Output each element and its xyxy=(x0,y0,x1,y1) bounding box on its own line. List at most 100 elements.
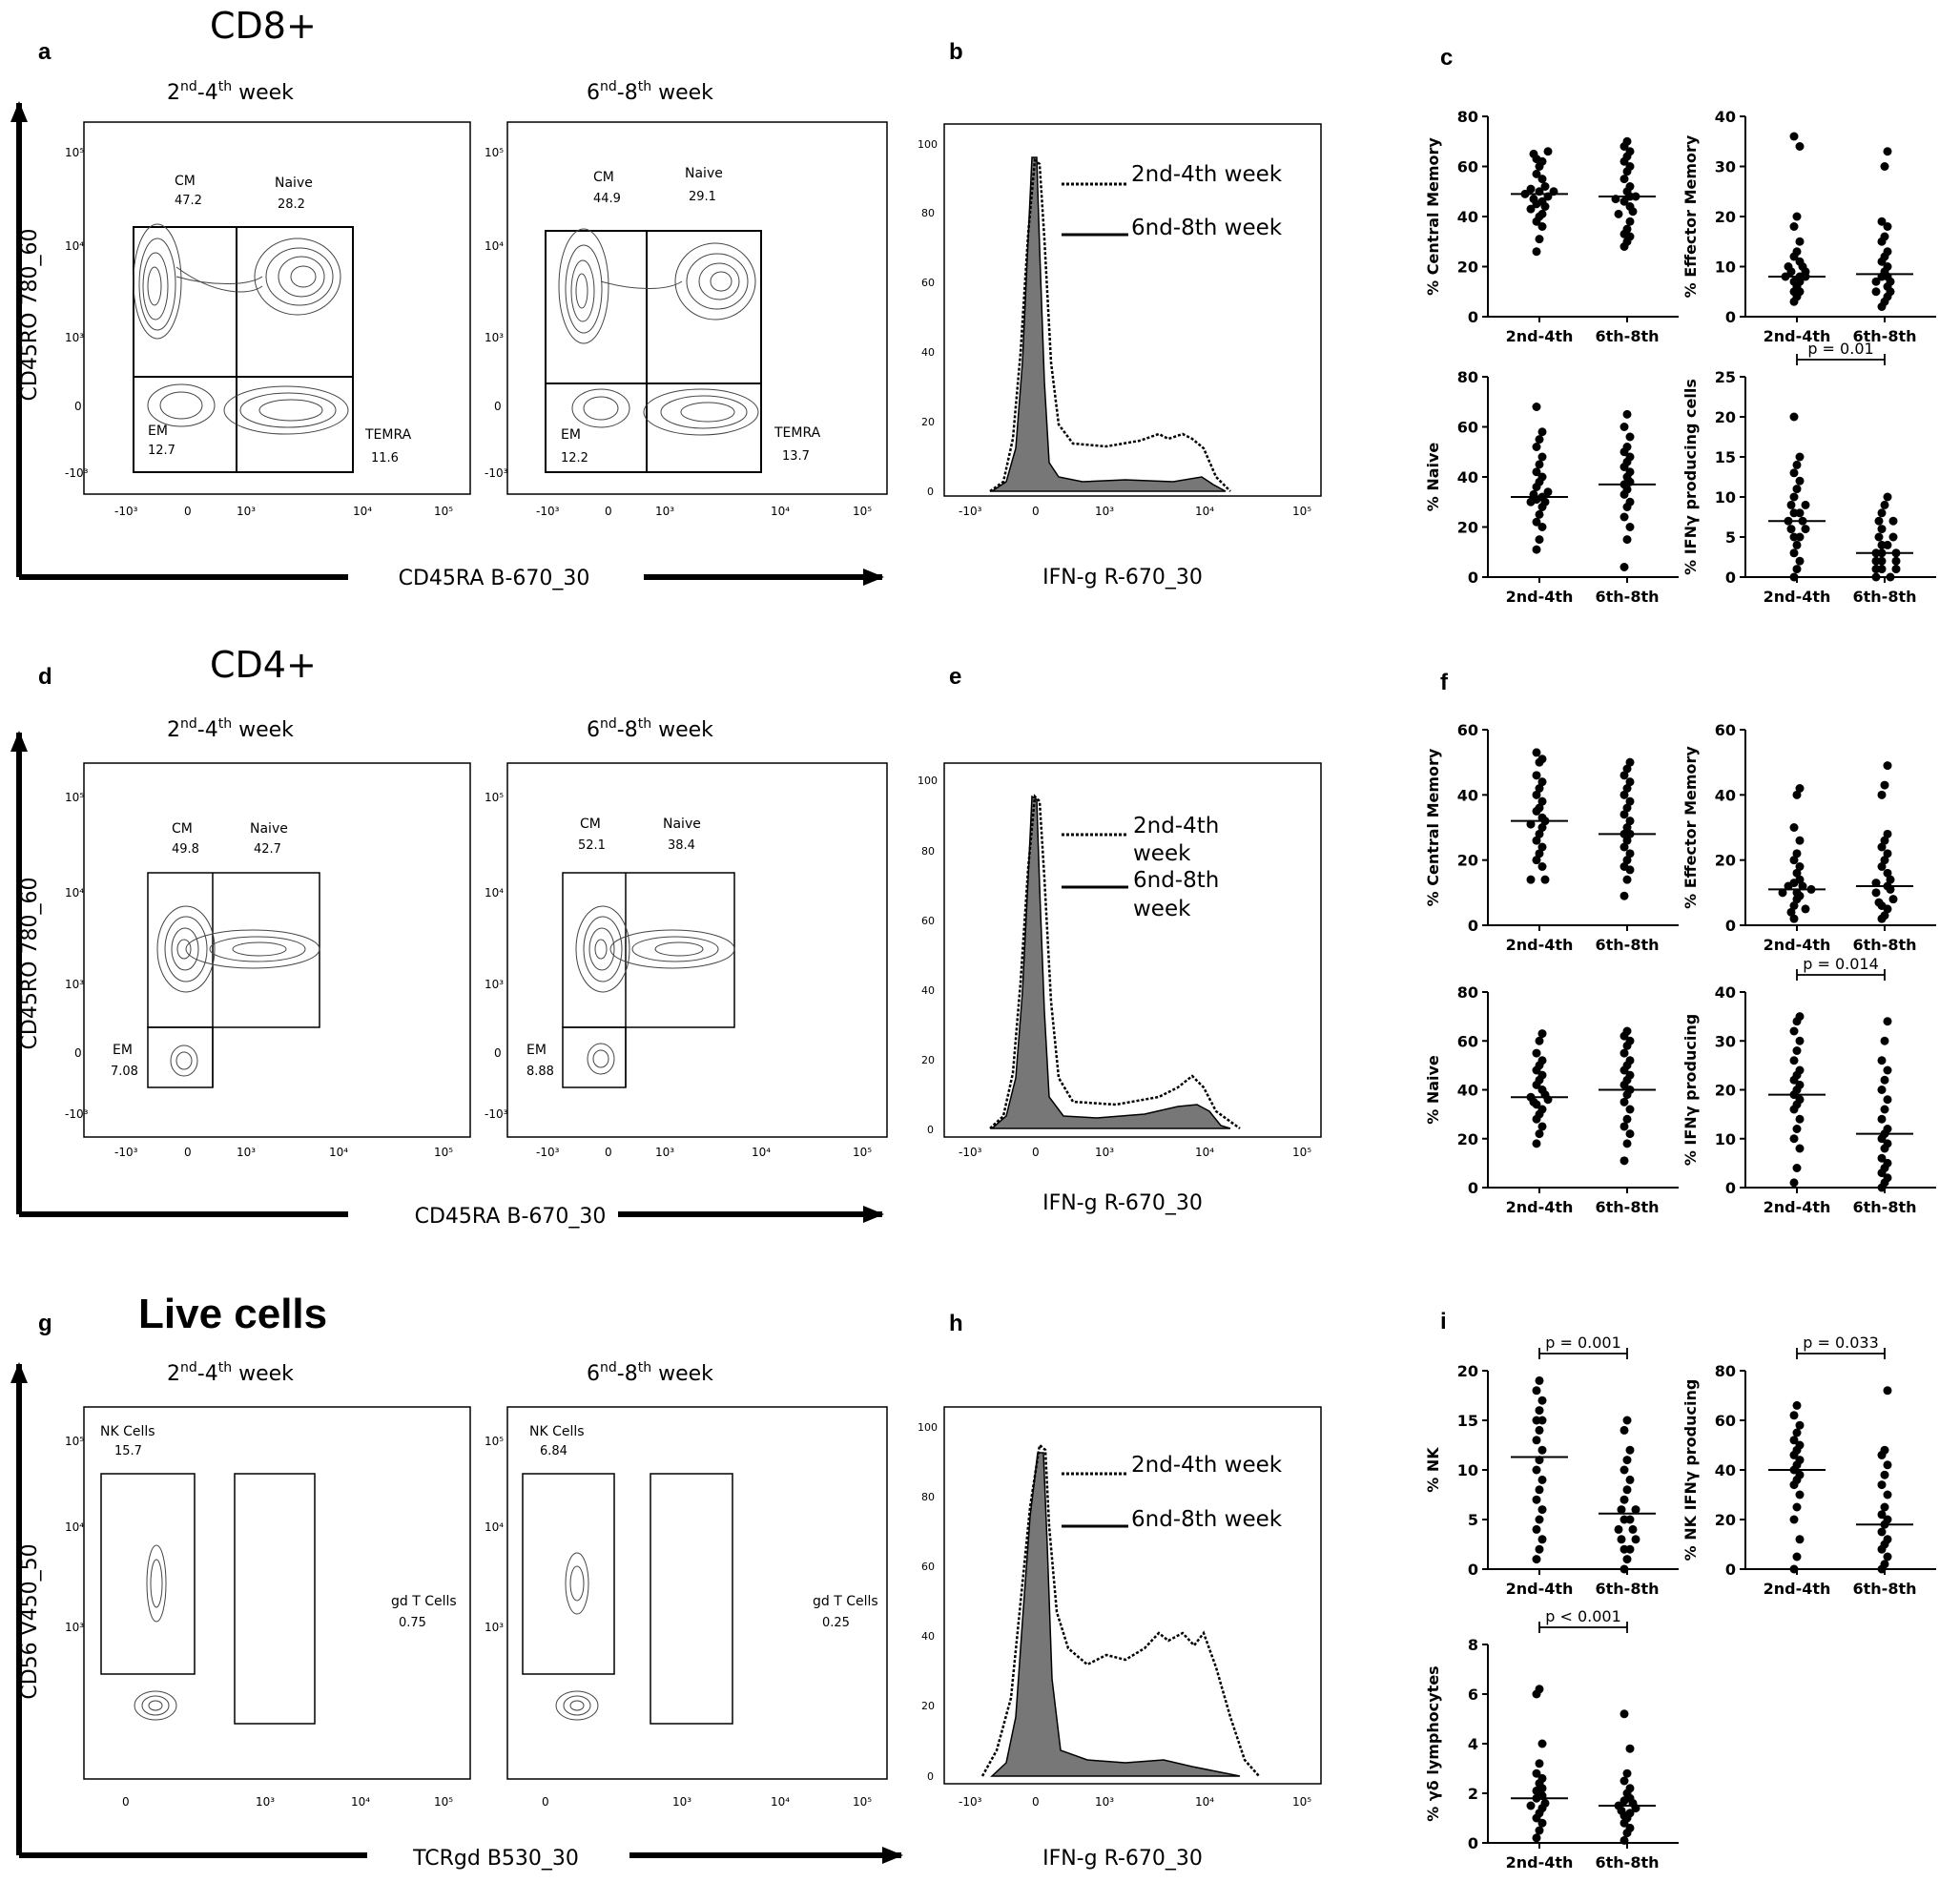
data-point xyxy=(1532,1386,1541,1396)
data-point xyxy=(1620,196,1629,206)
svg-text:20: 20 xyxy=(921,1700,935,1712)
data-point xyxy=(1789,823,1799,832)
data-point xyxy=(1537,1445,1547,1455)
x-tick-label: 6th-8th xyxy=(1853,1198,1917,1216)
data-point xyxy=(1535,1406,1544,1416)
data-point xyxy=(1883,540,1892,549)
x-tick-label: 6th-8th xyxy=(1596,588,1660,606)
data-point xyxy=(1622,803,1632,813)
x-tick-label: 6th-8th xyxy=(1853,1580,1917,1598)
data-point xyxy=(1625,1105,1635,1114)
week-title-g1: 2nd-4th week xyxy=(167,1360,294,1386)
svg-text:10³: 10³ xyxy=(485,978,504,991)
data-point xyxy=(1883,1460,1892,1470)
histogram-live-ifng: 100 80 60 40 20 0 -10³ 0 10³ 10⁴ 10⁵ 2nd… xyxy=(918,1406,1322,1809)
data-point xyxy=(1792,1164,1802,1172)
data-point xyxy=(1789,1436,1799,1445)
data-point xyxy=(1877,1527,1887,1537)
data-point xyxy=(1880,836,1889,845)
data-point xyxy=(1625,1744,1635,1753)
data-point xyxy=(1622,836,1632,845)
svg-text:0.25: 0.25 xyxy=(822,1616,850,1630)
data-point xyxy=(1789,901,1799,910)
data-point xyxy=(1535,1685,1544,1694)
svg-text:-10³: -10³ xyxy=(114,505,138,518)
data-point xyxy=(1526,184,1536,194)
svg-text:Naive: Naive xyxy=(275,176,313,191)
data-point xyxy=(1786,907,1796,917)
data-point xyxy=(1883,492,1892,502)
data-point xyxy=(1792,1400,1802,1410)
title-cd8: CD8+ xyxy=(210,5,317,47)
ylabel-d: CD45RO 780_60 xyxy=(18,878,42,1050)
data-point xyxy=(1880,232,1889,241)
data-point xyxy=(1620,1048,1629,1058)
data-point xyxy=(1792,1428,1802,1437)
data-point xyxy=(1874,898,1884,907)
svg-text:10³: 10³ xyxy=(655,1146,674,1159)
data-point xyxy=(1617,1505,1626,1515)
data-point xyxy=(1877,1153,1887,1163)
data-point xyxy=(1792,212,1802,221)
svg-text:NK Cells: NK Cells xyxy=(100,1424,155,1439)
data-point xyxy=(1883,868,1892,878)
flow-plot-cd4-early: 10⁵ 10⁴ 10³ 0 -10³ -10³ 0 10³ 10⁴ 10⁵ CM… xyxy=(65,762,471,1159)
data-point xyxy=(1883,147,1892,156)
xlabel-d: CD45RA B-670_30 xyxy=(415,1205,607,1229)
data-point xyxy=(1537,796,1547,806)
y-tick-label: 2 xyxy=(1468,1785,1478,1803)
y-tick-label: 10 xyxy=(1715,1130,1736,1148)
y-tick-label: 40 xyxy=(1457,1082,1478,1100)
data-point xyxy=(1537,1818,1547,1828)
y-axis-label: % Effector Memory xyxy=(1681,134,1700,298)
y-tick-label: 0 xyxy=(1725,569,1736,587)
svg-text:100: 100 xyxy=(918,1421,938,1434)
data-point xyxy=(1537,1086,1547,1094)
y-tick-label: 20 xyxy=(1457,852,1478,870)
data-point xyxy=(1620,423,1629,431)
svg-text:-10³: -10³ xyxy=(65,1107,89,1121)
flow-plot-live-early: 10⁵ 10⁴ 10³ 0 10³ 10⁴ 10⁵ NK Cells 15.7 … xyxy=(65,1406,471,1809)
y-tick-label: 20 xyxy=(1715,852,1736,870)
xlabel-b: IFN-g R-670_30 xyxy=(1042,566,1203,589)
data-point xyxy=(1877,525,1887,534)
data-point xyxy=(1625,1070,1635,1080)
data-point xyxy=(1622,1456,1632,1465)
data-point xyxy=(1877,1056,1887,1065)
x-tick-label: 2nd-4th xyxy=(1764,1198,1831,1216)
data-point xyxy=(1535,1375,1544,1385)
y-axis-label: % IFNγ producing xyxy=(1681,1014,1700,1166)
data-point xyxy=(1620,790,1629,799)
svg-text:6nd-8th week: 6nd-8th week xyxy=(1131,1507,1283,1532)
data-point xyxy=(1537,755,1547,764)
svg-text:10⁵: 10⁵ xyxy=(853,505,872,518)
data-point xyxy=(1880,1560,1889,1569)
data-point xyxy=(1883,1158,1892,1168)
data-point xyxy=(1625,147,1635,156)
data-point xyxy=(1614,209,1623,218)
data-point xyxy=(1789,492,1799,502)
dotplot-live_nk_ifng: 0 20 40 60 80 2nd-4th 6th-8th % NK IFNγ produci… xyxy=(1681,1334,1936,1598)
data-point xyxy=(1795,1095,1805,1105)
data-point xyxy=(1532,1833,1541,1843)
svg-text:47.2: 47.2 xyxy=(175,194,202,208)
data-point xyxy=(1888,516,1898,526)
y-tick-label: 0 xyxy=(1468,569,1478,587)
p-value-label: p = 0.01 xyxy=(1807,340,1873,358)
data-point xyxy=(1789,132,1799,141)
data-point xyxy=(1880,911,1889,920)
p-value-label: p = 0.033 xyxy=(1803,1334,1879,1352)
y-tick-label: 40 xyxy=(1715,786,1736,804)
svg-text:10⁴: 10⁴ xyxy=(485,886,504,900)
data-point xyxy=(1792,868,1802,878)
data-point xyxy=(1795,257,1805,266)
data-point xyxy=(1795,1420,1805,1430)
data-point xyxy=(1625,1515,1635,1524)
svg-text:7.08: 7.08 xyxy=(111,1065,138,1079)
y-tick-label: 20 xyxy=(1715,208,1736,226)
flow-ticks: 10⁵ 10⁴ 10³ 0 -10³ -10³ 0 10³ 10⁴ 10⁵ xyxy=(65,146,453,518)
svg-text:40: 40 xyxy=(921,1630,935,1643)
data-point xyxy=(1789,548,1799,558)
data-point xyxy=(1537,1739,1547,1748)
xlabel-a: CD45RA B-670_30 xyxy=(399,567,590,590)
